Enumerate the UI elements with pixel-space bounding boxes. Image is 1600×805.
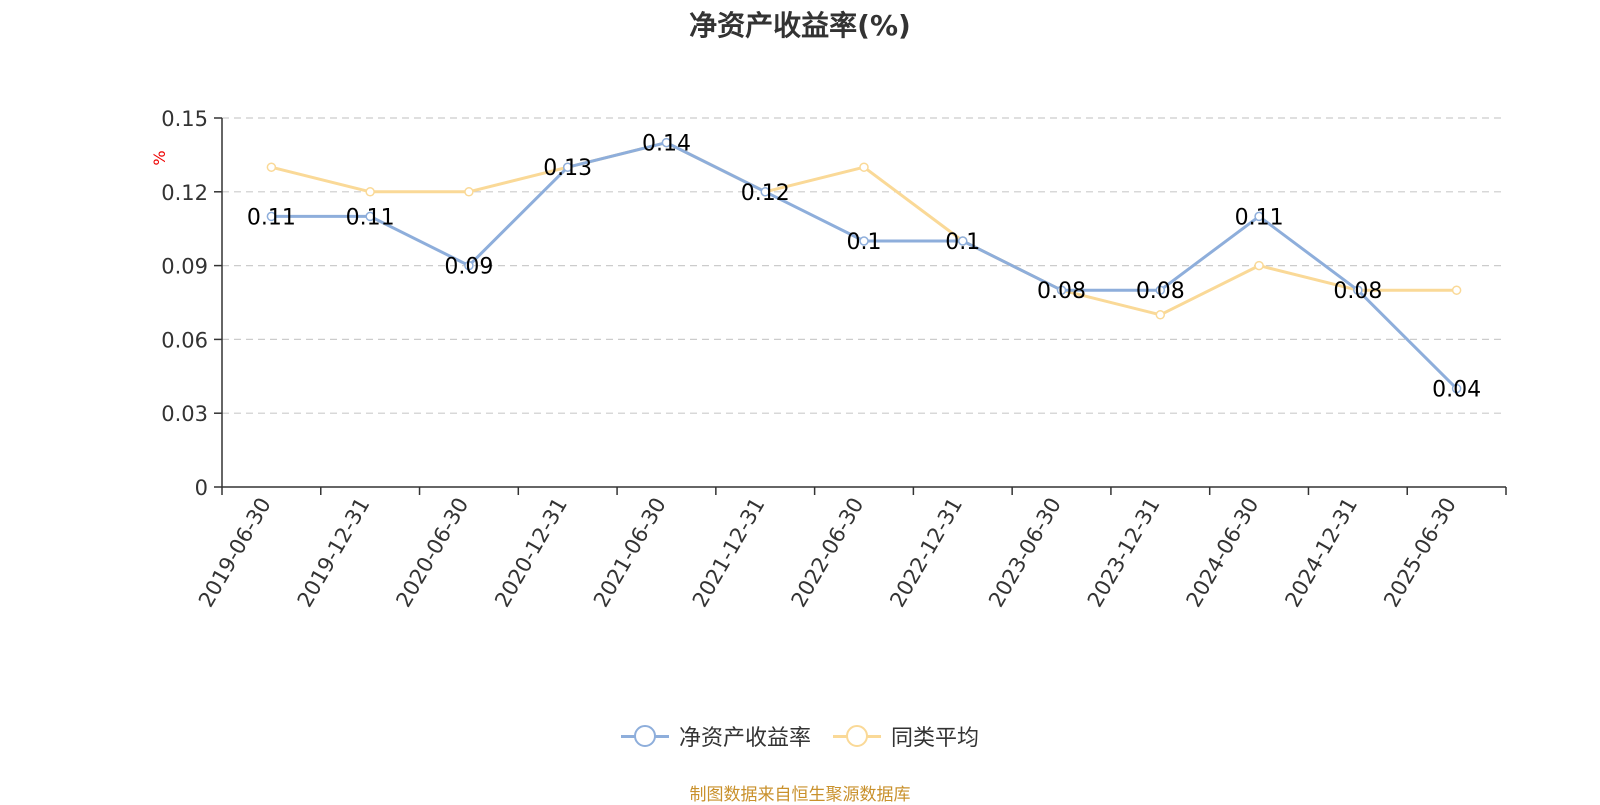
source-note: 制图数据来自恒生聚源数据库 xyxy=(689,785,911,805)
y-tick-label: 0.06 xyxy=(161,328,208,352)
data-point[interactable] xyxy=(266,162,277,172)
legend-line-icon xyxy=(620,724,669,747)
data-point[interactable] xyxy=(464,187,474,197)
grid-lines xyxy=(222,117,1506,414)
data-label: 0.12 xyxy=(741,181,790,206)
data-point[interactable] xyxy=(661,137,672,148)
data-label: 0.11 xyxy=(346,205,395,230)
data-label: 0.08 xyxy=(1037,279,1086,304)
legend-circle-icon xyxy=(846,724,868,747)
data-point[interactable] xyxy=(1451,383,1462,394)
x-tick-label: 2020-06-30 xyxy=(391,494,473,612)
y-tick-label: 0.03 xyxy=(161,402,208,426)
data-point[interactable] xyxy=(1254,211,1264,222)
data-label: 0.1 xyxy=(847,230,882,255)
legend: 净资产收益率 同类平均 xyxy=(0,720,1600,752)
y-axis-unit-label: % xyxy=(150,150,169,165)
data-label: 0.11 xyxy=(247,205,296,230)
x-tick-label: 2022-06-30 xyxy=(787,494,869,612)
y-tick-label: 0 xyxy=(195,476,208,500)
data-point[interactable] xyxy=(266,211,277,222)
data-label: 0.08 xyxy=(1136,279,1185,304)
legend-label: 同类平均 xyxy=(891,726,980,751)
axes: 0 0.03 0.06 0.09 0.12 0.15% 2019-06-30 2019-12-… xyxy=(150,107,1507,612)
data-point[interactable] xyxy=(859,236,869,246)
x-tick-label: 2021-06-30 xyxy=(589,494,671,612)
x-tick-label: 2019-06-30 xyxy=(194,494,276,612)
data-point[interactable] xyxy=(958,236,968,246)
data-label: 0.11 xyxy=(1235,205,1284,230)
data-label: 0.14 xyxy=(642,132,691,157)
data-point[interactable] xyxy=(365,211,375,222)
data-point[interactable] xyxy=(1155,310,1166,320)
data-point[interactable] xyxy=(1353,285,1363,295)
series-lines xyxy=(266,137,1462,394)
data-point[interactable] xyxy=(1155,285,1166,295)
data-labels: 0.11 0.11 0.09 0.13 0.14 0.12 0.1 0.1 0.08 0.08 0.… xyxy=(247,132,1481,403)
legend-circle-icon xyxy=(633,724,656,747)
data-label: 0.1 xyxy=(945,230,980,255)
x-tick-label: 2020-12-31 xyxy=(490,494,572,612)
x-tick-label: 2019-12-31 xyxy=(293,494,375,612)
data-label: 0.04 xyxy=(1432,378,1481,403)
data-point[interactable] xyxy=(1451,285,1462,295)
y-tick-label: 0.12 xyxy=(161,181,208,205)
y-tick-label: 0.15 xyxy=(161,107,208,131)
x-tick-label: 2021-12-31 xyxy=(688,494,770,612)
x-tick-label: 2024-06-30 xyxy=(1182,494,1264,612)
legend-label: 净资产收益率 xyxy=(678,726,811,751)
data-point[interactable] xyxy=(859,162,869,172)
x-tick-label: 2022-12-31 xyxy=(885,494,967,612)
legend-item-peer-average[interactable]: 同类平均 xyxy=(833,720,979,752)
data-point[interactable] xyxy=(464,260,474,271)
data-point[interactable] xyxy=(365,187,375,197)
data-label: 0.13 xyxy=(543,156,592,181)
data-label: 0.09 xyxy=(444,255,493,280)
x-tick-label: 2024-12-31 xyxy=(1280,494,1362,612)
x-tick-label: 2023-06-30 xyxy=(984,494,1066,612)
legend-line-icon xyxy=(833,724,881,747)
data-label: 0.08 xyxy=(1333,279,1382,304)
data-point[interactable] xyxy=(1254,260,1264,271)
data-point[interactable] xyxy=(562,162,573,172)
x-tick-label: 2025-06-30 xyxy=(1379,494,1461,612)
y-tick-label: 0.09 xyxy=(161,255,208,279)
x-tick-label: 2023-12-31 xyxy=(1083,494,1165,612)
data-point[interactable] xyxy=(760,187,770,197)
legend-item-roe[interactable]: 净资产收益率 xyxy=(620,720,811,752)
chart-title: 净资产收益率(%) xyxy=(689,9,911,42)
data-point[interactable] xyxy=(1056,285,1067,295)
